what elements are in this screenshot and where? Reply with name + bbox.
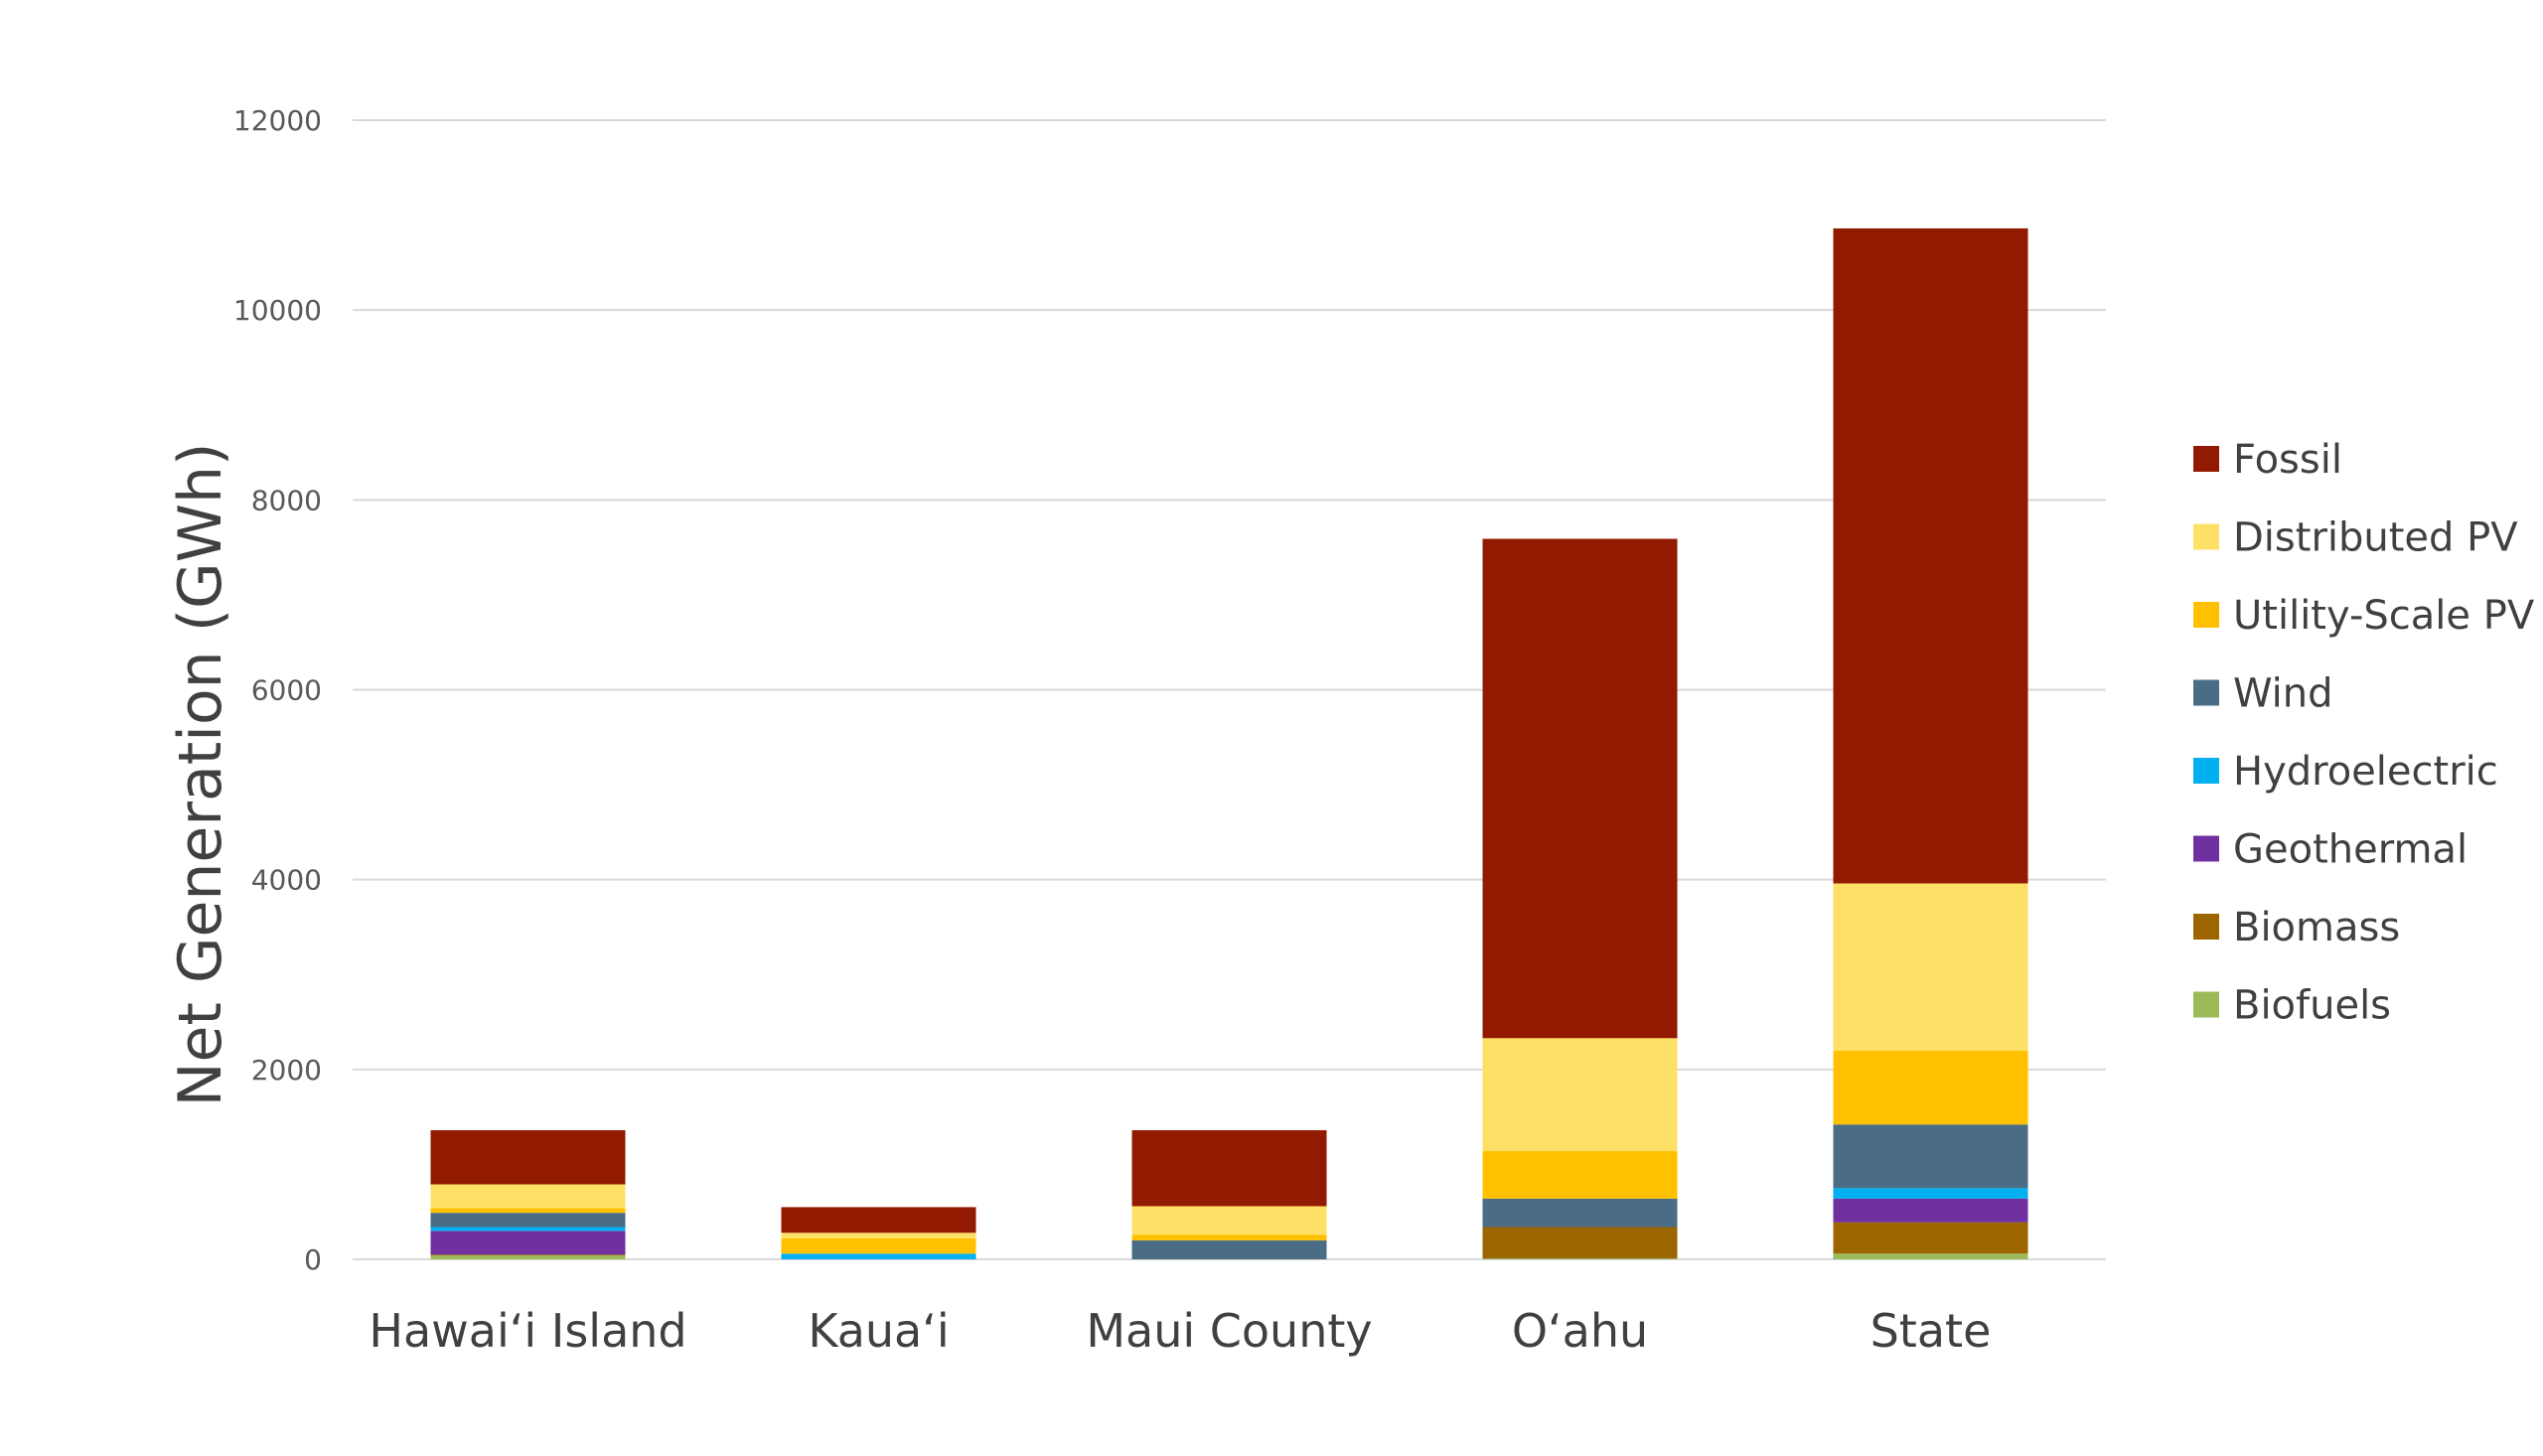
bar-segment-distributed-pv-4 — [1833, 883, 2028, 1051]
bar-segment-biofuels-3 — [1482, 1258, 1678, 1259]
y-tick-label: 0 — [304, 1243, 322, 1276]
bar-segment-geothermal-0 — [430, 1231, 626, 1255]
legend-item: Geothermal — [2193, 827, 2468, 873]
y-tick-label: 6000 — [251, 674, 322, 707]
legend-label: Biomass — [2233, 905, 2400, 950]
legend-swatch — [2193, 758, 2219, 784]
legend-swatch — [2193, 914, 2219, 940]
legend-swatch — [2193, 446, 2219, 472]
legend-swatch — [2193, 523, 2219, 550]
bar-segment-wind-4 — [1833, 1124, 2028, 1189]
bar-segment-fossil-0 — [430, 1130, 626, 1185]
x-tick-label: Hawaiʻi Island — [369, 1304, 686, 1358]
legend-item: Biofuels — [2193, 983, 2391, 1029]
y-tick-label: 8000 — [251, 484, 322, 516]
bar-segment-utility-scale-pv-3 — [1482, 1151, 1678, 1199]
bars — [430, 227, 2028, 1259]
bar-segment-fossil-4 — [1833, 227, 2028, 884]
bar-segment-utility-scale-pv-0 — [430, 1208, 626, 1214]
legend-swatch — [2193, 679, 2219, 706]
y-axis-label: Net Generation (GWh) — [166, 443, 235, 1107]
bar-segment-hydroelectric-1 — [781, 1253, 976, 1259]
legend-label: Fossil — [2233, 437, 2342, 483]
y-axis-ticks: 0 2000 4000 6000 8000 10000 12000 — [233, 104, 322, 1276]
x-axis-ticks: Hawaiʻi Island Kauaʻi Maui County Oʻahu Stat… — [369, 1304, 1991, 1358]
legend-label: Utility-Scale PV — [2233, 593, 2535, 639]
bar-segment-distributed-pv-0 — [430, 1184, 626, 1209]
legend-label: Distributed PV — [2233, 515, 2518, 561]
legend-swatch — [2193, 991, 2219, 1018]
legend-label: Geothermal — [2233, 827, 2468, 873]
legend-item: Hydroelectric — [2193, 749, 2498, 795]
bar-segment-wind-0 — [430, 1213, 626, 1228]
bar-segment-biofuels-4 — [1833, 1253, 2028, 1259]
bar-segment-distributed-pv-3 — [1482, 1038, 1678, 1152]
legend-label: Wind — [2233, 671, 2333, 717]
bar-segment-fossil-1 — [781, 1207, 976, 1234]
y-tick-label: 12000 — [233, 104, 322, 137]
bar-segment-wind-3 — [1482, 1198, 1678, 1228]
bar-segment-utility-scale-pv-4 — [1833, 1050, 2028, 1125]
y-tick-label: 10000 — [233, 294, 322, 327]
x-tick-label: Maui County — [1086, 1304, 1372, 1358]
legend-swatch — [2193, 602, 2219, 628]
bar-segment-distributed-pv-1 — [781, 1233, 976, 1238]
bar-segment-distributed-pv-2 — [1131, 1206, 1327, 1236]
y-tick-label: 2000 — [251, 1054, 322, 1087]
legend: Fossil Distributed PV Utility-Scale PV Wind… — [2193, 437, 2535, 1029]
bar-segment-biomass-3 — [1482, 1227, 1678, 1259]
bar-segment-wind-2 — [1131, 1239, 1327, 1259]
bar-segment-biofuels-0 — [430, 1255, 626, 1259]
x-tick-label: Oʻahu — [1512, 1304, 1648, 1358]
legend-item: Distributed PV — [2193, 515, 2518, 561]
bar-segment-hydroelectric-0 — [430, 1227, 626, 1232]
bar-segment-hydroelectric-4 — [1833, 1188, 2028, 1199]
legend-item: Biomass — [2193, 905, 2400, 950]
bar-segment-geothermal-4 — [1833, 1198, 2028, 1223]
bar-segment-fossil-3 — [1482, 538, 1678, 1039]
legend-label: Biofuels — [2233, 983, 2391, 1029]
legend-swatch — [2193, 835, 2219, 862]
gridlines — [353, 119, 2106, 1260]
x-tick-label: State — [1870, 1304, 1992, 1358]
bar-segment-biomass-4 — [1833, 1222, 2028, 1254]
legend-item: Fossil — [2193, 437, 2342, 483]
bar-segment-utility-scale-pv-2 — [1131, 1235, 1327, 1240]
x-tick-label: Kauaʻi — [808, 1304, 949, 1358]
bar-segment-fossil-2 — [1131, 1130, 1327, 1207]
bar-segment-biomass-0 — [430, 1254, 626, 1256]
legend-item: Utility-Scale PV — [2193, 593, 2535, 639]
legend-label: Hydroelectric — [2233, 749, 2498, 795]
legend-item: Wind — [2193, 671, 2333, 717]
bar-segment-utility-scale-pv-1 — [781, 1238, 976, 1254]
y-tick-label: 4000 — [251, 864, 322, 897]
